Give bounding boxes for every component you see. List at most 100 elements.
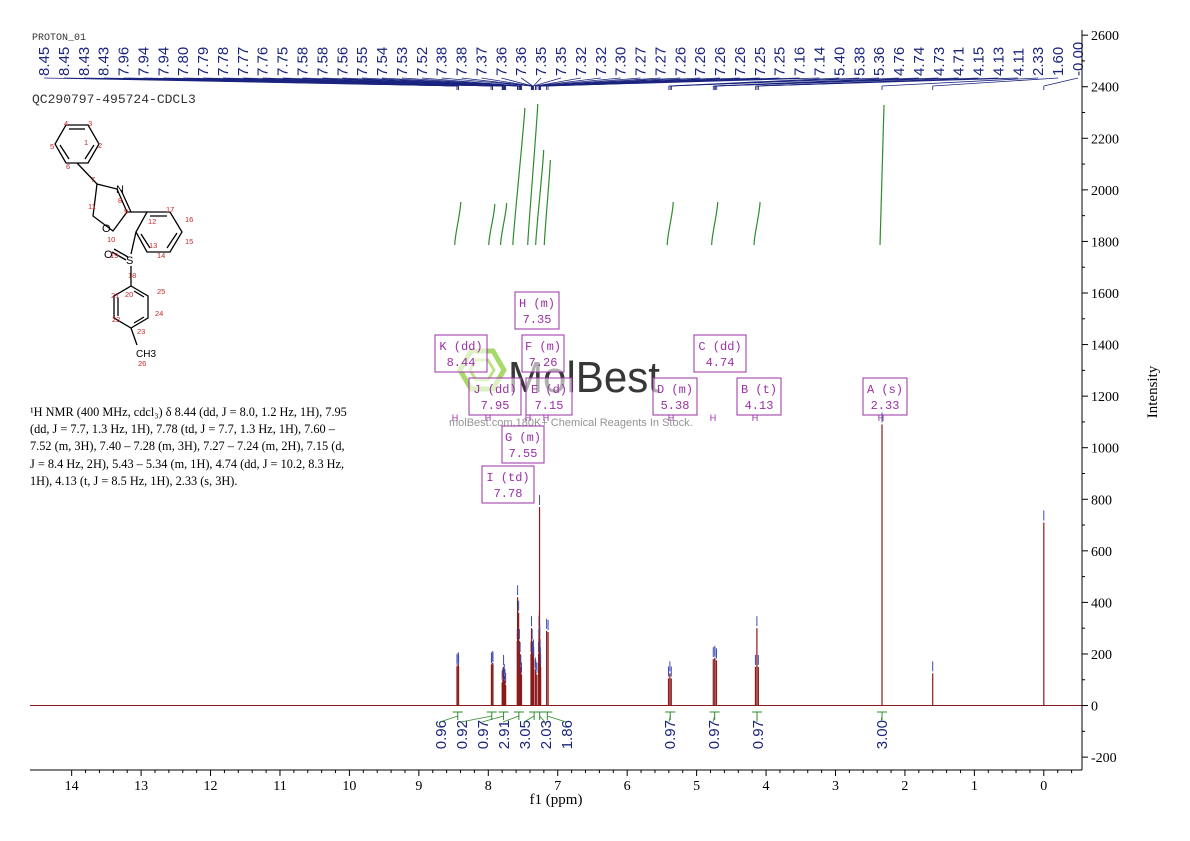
integral-connector xyxy=(880,715,883,723)
sample-id-label: QC290797-495724-CDCL3 xyxy=(32,92,196,107)
multiplet-box xyxy=(693,334,747,373)
atom-number: 6 xyxy=(66,162,70,171)
y-tick-label: 1000 xyxy=(1091,442,1119,457)
multiplet-label: B (t) xyxy=(741,383,777,397)
bond xyxy=(133,316,145,324)
x-tick-label: 3 xyxy=(832,779,839,794)
x-axis-label: f1 (ppm) xyxy=(530,792,583,808)
integral-curve xyxy=(666,201,674,246)
atom-number: 5 xyxy=(50,142,54,151)
peak-label: 2.33 xyxy=(1030,47,1047,76)
peak-label: 7.94 xyxy=(155,47,172,76)
peak-label: 7.16 xyxy=(792,47,809,76)
multiplet-shift: 7.55 xyxy=(509,447,538,461)
peak-label: 7.55 xyxy=(354,47,371,76)
peak-label: 8.43 xyxy=(76,47,93,76)
integral-curve xyxy=(879,104,885,246)
integral-value: 0.97 xyxy=(662,720,679,749)
atom-number: 12 xyxy=(148,217,156,226)
multiplet-marker: H xyxy=(485,413,492,423)
y-tick-label: 2400 xyxy=(1091,81,1119,96)
integral-value: 0.97 xyxy=(475,720,492,749)
y-tick-label: 2000 xyxy=(1091,184,1119,199)
x-tick-label: 1 xyxy=(971,779,978,794)
peak-label-connector xyxy=(548,77,820,87)
peak-label: 7.32 xyxy=(593,47,610,76)
multiplet-marker: H xyxy=(752,413,759,423)
x-tick-label: 10 xyxy=(342,779,356,794)
x-tick-label: 14 xyxy=(65,779,79,794)
peak-label: 7.35 xyxy=(533,47,550,76)
peak-label: 7.36 xyxy=(513,47,530,76)
atom-number: 19 xyxy=(110,251,118,260)
integral-value: 0.97 xyxy=(706,720,723,749)
multiplet-box xyxy=(736,377,782,416)
nitrogen-label: N xyxy=(116,184,124,196)
peak-label: 7.36 xyxy=(493,47,510,76)
integral-curve xyxy=(488,203,496,246)
atom-number: 20 xyxy=(125,290,133,299)
atom-number: 18 xyxy=(128,271,136,280)
peak-label: 7.77 xyxy=(235,47,252,76)
peak-label: 7.56 xyxy=(334,47,351,76)
multiplet-box xyxy=(434,334,488,373)
peak-label-connector xyxy=(533,77,542,87)
oxygen-label-ring: O xyxy=(102,223,111,235)
peak-label: 7.30 xyxy=(613,47,630,76)
sulfur-label: S xyxy=(126,255,133,267)
peak-label-connector xyxy=(758,77,1019,87)
multiplet-marker: H xyxy=(710,413,717,423)
multiplet-box xyxy=(514,291,560,330)
peak-label: 5.38 xyxy=(851,47,868,76)
peak-label: 7.38 xyxy=(434,47,451,76)
atom-numbers: 1 234567891011121314151617181920212223242… xyxy=(50,119,193,368)
peak-label: 7.25 xyxy=(752,47,769,76)
bond xyxy=(140,233,151,249)
integral-curve xyxy=(535,149,545,246)
x-tick-label: 7 xyxy=(554,779,561,794)
nmr-description: ¹H NMR (400 MHz, cdcl₃) δ 8.44 (dd, J = … xyxy=(30,405,347,488)
peak-label: 7.58 xyxy=(314,47,331,76)
peak-labels: 8.45 8.45 8.43 8.43 7.96 7.94 7.94 7.80 7.79 7.78… xyxy=(36,42,1087,76)
peak-label: 4.15 xyxy=(971,47,988,76)
peak-label: 4.71 xyxy=(951,47,968,76)
structure-labels: N O O S CH3 xyxy=(102,184,156,360)
multiplet-marker: H xyxy=(668,413,675,423)
peak-label: 7.76 xyxy=(255,47,272,76)
atom-number: 13 xyxy=(149,241,157,250)
peak-label: 7.96 xyxy=(116,47,133,76)
bond xyxy=(133,290,145,298)
peak-label: 7.94 xyxy=(135,47,152,76)
bond xyxy=(120,189,132,213)
y-tick-label: 1200 xyxy=(1091,390,1119,405)
peak-label: 4.74 xyxy=(911,47,928,76)
multiplet-label: K (dd) xyxy=(439,340,482,354)
atom-number: 3 xyxy=(88,119,92,128)
integral-connector xyxy=(502,715,519,723)
x-tick-label: 11 xyxy=(273,779,286,794)
y-tick-label: 1800 xyxy=(1091,235,1119,250)
multiplet-label: I (td) xyxy=(486,471,529,485)
peak-label: 8.45 xyxy=(36,47,53,76)
multiplet-shift: 7.15 xyxy=(535,399,564,413)
peak-label: 5.36 xyxy=(871,47,888,76)
integral-connector xyxy=(668,715,671,723)
integral-value: 0.92 xyxy=(454,720,471,749)
peak-label-connector xyxy=(521,77,533,87)
peak-label: -0.00 xyxy=(1070,42,1087,76)
peak-label-connector xyxy=(716,77,959,87)
peak-label: 7.80 xyxy=(175,47,192,76)
integral-curve xyxy=(753,201,761,246)
peak-label: 7.27 xyxy=(652,47,669,76)
bond xyxy=(130,327,138,346)
multiplet-box xyxy=(521,334,565,373)
bond xyxy=(76,162,98,185)
integral-value: 0.96 xyxy=(433,720,450,749)
y-tick-label: 800 xyxy=(1091,493,1112,508)
integral-connector xyxy=(481,715,504,723)
peak-label: 4.13 xyxy=(990,47,1007,76)
multiplet-shift: 2.33 xyxy=(871,399,900,413)
multiplet-shift: 4.74 xyxy=(706,356,735,370)
atom-number: 25 xyxy=(157,287,165,296)
multiplet-label: E (d) xyxy=(531,383,567,397)
